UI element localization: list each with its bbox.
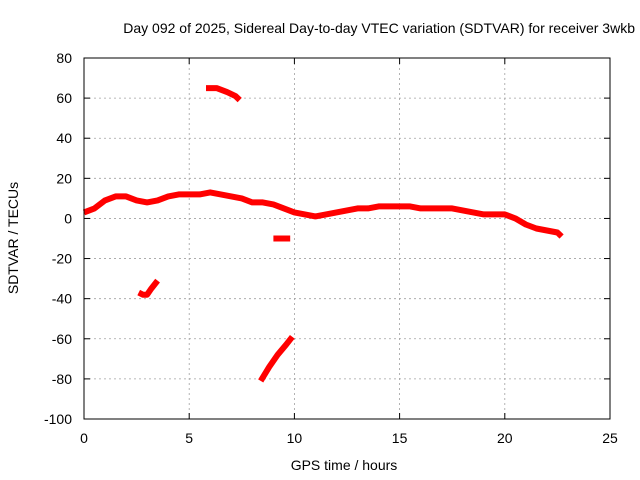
y-tick-label: -40 [52, 291, 72, 307]
x-axis-label: GPS time / hours [291, 457, 398, 473]
axis-ticks: 0 5 10 15 20 25 -100 -80 -60 -40 -20 0 20 40 60 80 [44, 50, 618, 446]
y-axis-label: SDTVAR / TECUs [5, 182, 21, 294]
y-tick-label: 80 [56, 50, 72, 66]
grid-lines [84, 58, 610, 419]
x-tick-label: 15 [392, 430, 408, 446]
x-tick-label: 0 [80, 430, 88, 446]
y-tick-label: -80 [52, 371, 72, 387]
chart-title: Day 092 of 2025, Sidereal Day-to-day VTE… [123, 20, 635, 36]
x-tick-label: 20 [497, 430, 513, 446]
y-tick-label: 60 [56, 90, 72, 106]
series-segment-upper [206, 85, 242, 103]
y-tick-label: 40 [56, 130, 72, 146]
data-series [82, 85, 564, 383]
x-tick-label: 10 [287, 430, 303, 446]
series-main-trace [82, 189, 564, 239]
plot-frame [83, 57, 611, 420]
y-tick-label: 0 [64, 210, 72, 226]
y-tick-label: -20 [52, 251, 72, 267]
series-segment-lower-left [137, 278, 160, 298]
y-tick-label: -60 [52, 331, 72, 347]
x-tick-label: 5 [185, 430, 193, 446]
y-tick-label: 20 [56, 170, 72, 186]
y-tick-label: -100 [44, 411, 72, 427]
x-tick-label: 25 [602, 430, 618, 446]
series-segment-steep [258, 334, 295, 383]
